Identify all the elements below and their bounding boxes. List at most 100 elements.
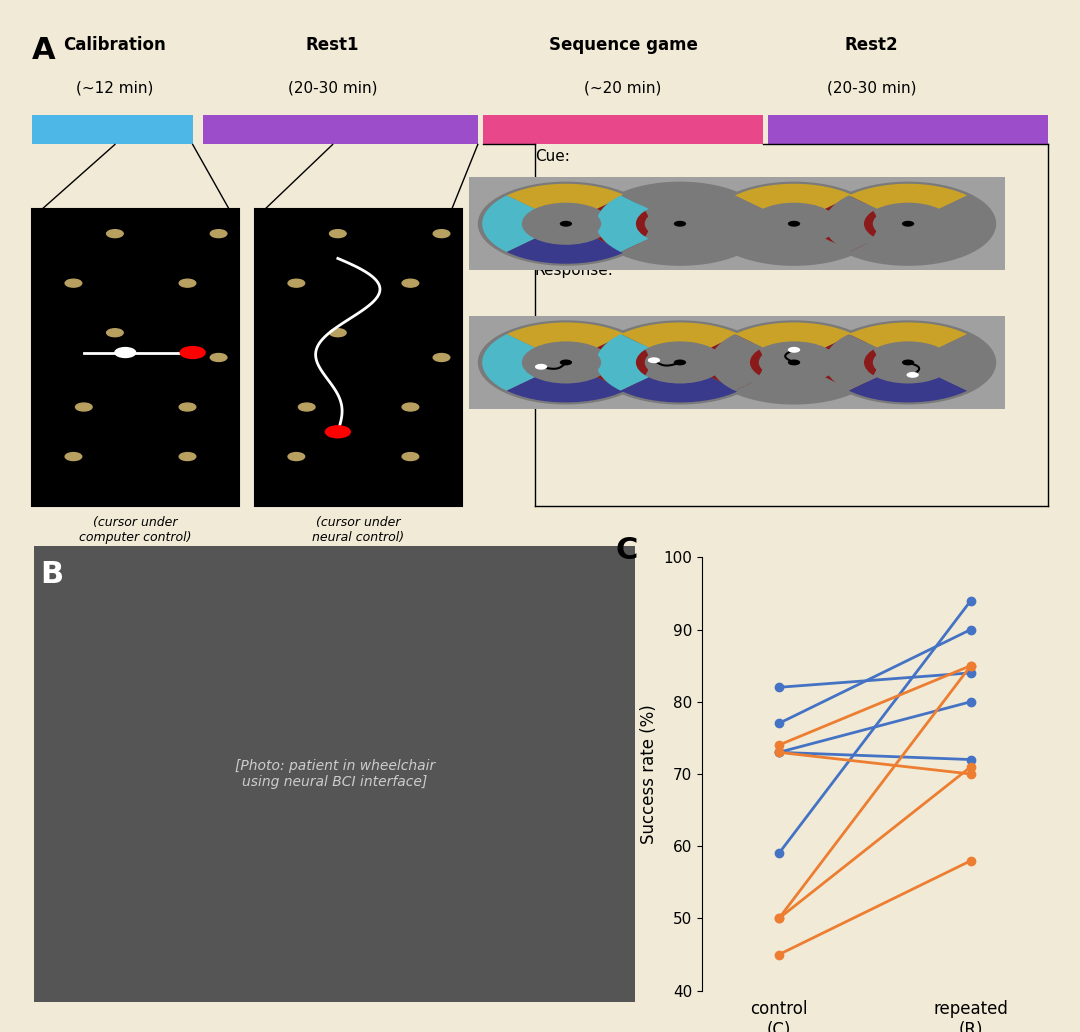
Wedge shape	[825, 195, 878, 252]
Circle shape	[65, 280, 82, 287]
Circle shape	[902, 359, 915, 365]
Circle shape	[107, 329, 123, 336]
Wedge shape	[621, 184, 739, 208]
Bar	[192, 115, 203, 144]
Wedge shape	[849, 184, 968, 208]
FancyBboxPatch shape	[35, 546, 635, 1002]
Circle shape	[179, 404, 195, 411]
Circle shape	[211, 354, 227, 361]
Wedge shape	[711, 195, 764, 252]
Text: (20-30 min): (20-30 min)	[827, 80, 917, 95]
Circle shape	[906, 372, 919, 378]
Text: B: B	[40, 560, 64, 589]
Wedge shape	[824, 334, 877, 391]
Wedge shape	[597, 195, 650, 252]
FancyBboxPatch shape	[32, 115, 192, 144]
Bar	[697, 316, 891, 409]
Wedge shape	[711, 334, 762, 391]
Circle shape	[648, 357, 660, 363]
Wedge shape	[734, 238, 853, 264]
Wedge shape	[621, 238, 739, 264]
Circle shape	[759, 206, 829, 240]
Bar	[583, 178, 777, 270]
Circle shape	[329, 329, 346, 336]
Circle shape	[706, 182, 882, 266]
Wedge shape	[596, 334, 649, 391]
Wedge shape	[596, 195, 649, 252]
Wedge shape	[940, 334, 991, 391]
Bar	[697, 178, 891, 270]
Wedge shape	[507, 378, 625, 402]
Text: C: C	[616, 536, 638, 565]
Wedge shape	[824, 195, 877, 252]
Bar	[811, 178, 1005, 270]
Circle shape	[592, 320, 768, 405]
FancyBboxPatch shape	[255, 208, 462, 506]
Circle shape	[592, 182, 768, 266]
Circle shape	[530, 346, 602, 380]
Circle shape	[530, 206, 602, 240]
Wedge shape	[849, 238, 968, 264]
Circle shape	[645, 206, 715, 240]
Wedge shape	[507, 238, 625, 264]
Circle shape	[820, 182, 996, 266]
Circle shape	[873, 206, 943, 240]
Text: (~20 min): (~20 min)	[584, 80, 662, 95]
FancyBboxPatch shape	[203, 115, 477, 144]
Circle shape	[288, 453, 305, 460]
Circle shape	[402, 453, 419, 460]
Circle shape	[902, 221, 915, 227]
Wedge shape	[711, 334, 764, 391]
Circle shape	[65, 453, 82, 460]
Circle shape	[325, 426, 350, 438]
Circle shape	[180, 347, 205, 358]
Circle shape	[288, 280, 305, 287]
Text: (cursor under
neural control): (cursor under neural control)	[312, 516, 405, 544]
Circle shape	[559, 359, 572, 365]
Circle shape	[477, 182, 654, 266]
Circle shape	[179, 280, 195, 287]
Wedge shape	[482, 195, 535, 252]
Wedge shape	[711, 195, 762, 252]
Circle shape	[787, 359, 800, 365]
Text: [Photo: patient in wheelchair
using neural BCI interface]: [Photo: patient in wheelchair using neur…	[234, 759, 435, 789]
Wedge shape	[849, 378, 968, 402]
Text: (cursor under
computer control): (cursor under computer control)	[80, 516, 192, 544]
Text: A: A	[32, 35, 55, 65]
Text: Rest1: Rest1	[306, 35, 360, 54]
Bar	[469, 316, 663, 409]
FancyBboxPatch shape	[768, 115, 1048, 144]
Bar	[469, 178, 663, 270]
Circle shape	[759, 346, 829, 380]
Text: Sequence game: Sequence game	[549, 35, 698, 54]
Wedge shape	[621, 322, 739, 348]
Text: (~12 min): (~12 min)	[77, 80, 153, 95]
Text: Calibration: Calibration	[64, 35, 166, 54]
Wedge shape	[507, 184, 625, 208]
FancyBboxPatch shape	[483, 115, 762, 144]
Wedge shape	[621, 378, 739, 402]
Circle shape	[114, 348, 136, 357]
FancyBboxPatch shape	[32, 208, 240, 506]
Y-axis label: Success rate (%): Success rate (%)	[639, 704, 658, 844]
Circle shape	[477, 320, 654, 405]
Circle shape	[706, 320, 882, 405]
Text: (20-30 min): (20-30 min)	[288, 80, 377, 95]
Circle shape	[787, 221, 800, 227]
Wedge shape	[940, 195, 991, 252]
Wedge shape	[734, 378, 853, 402]
Bar	[477, 115, 488, 144]
Wedge shape	[734, 184, 853, 208]
Wedge shape	[507, 322, 625, 348]
Bar	[762, 115, 773, 144]
Circle shape	[820, 320, 996, 405]
Circle shape	[559, 221, 572, 227]
Circle shape	[179, 453, 195, 460]
Circle shape	[211, 230, 227, 237]
Circle shape	[787, 347, 800, 353]
Circle shape	[433, 230, 449, 237]
Circle shape	[76, 404, 92, 411]
Text: Response:: Response:	[535, 263, 613, 279]
Circle shape	[674, 221, 686, 227]
Wedge shape	[825, 334, 878, 391]
